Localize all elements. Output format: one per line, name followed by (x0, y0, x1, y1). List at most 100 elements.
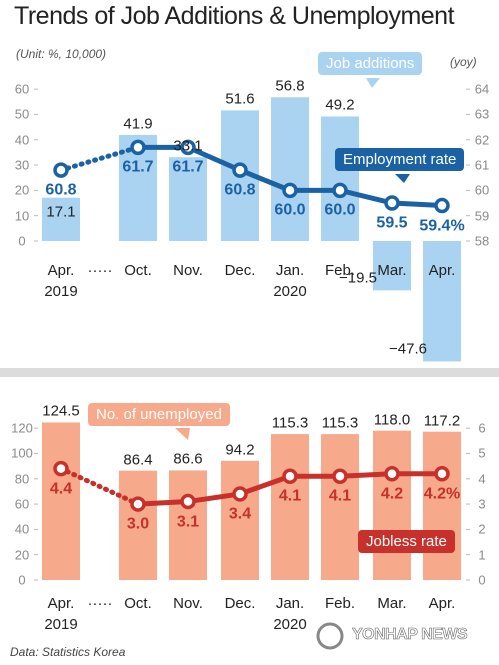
x-tick-label: Apr. (428, 595, 456, 612)
value-label: 4.1 (328, 487, 352, 505)
value-label: −47.6 (389, 340, 427, 358)
y-tick-label: 60 (14, 81, 30, 97)
value-label: 51.6 (225, 90, 255, 108)
point (180, 493, 196, 510)
bar (423, 240, 461, 362)
point (384, 465, 400, 482)
value-label: 49.2 (325, 96, 355, 114)
bar (221, 460, 259, 580)
y2-tick-label: 0 (478, 572, 486, 588)
bar (321, 116, 359, 241)
value-label: 59.4% (419, 217, 465, 235)
value-label: 117.2 (423, 412, 461, 430)
y-tick-label: 60 (14, 496, 30, 512)
bar (373, 240, 411, 291)
y-tick-label: 10 (14, 208, 30, 224)
y2-tick-label: 64 (474, 81, 490, 97)
bar (423, 431, 461, 580)
y-tick-label: 20 (14, 182, 30, 198)
point (384, 195, 400, 211)
point (434, 197, 450, 214)
point (53, 162, 69, 178)
bar (321, 434, 359, 580)
y2-tick-label: 5 (478, 445, 486, 461)
x-tick-label: Nov. (173, 595, 203, 612)
x-tick-label: Oct. (124, 595, 152, 612)
point (130, 496, 146, 512)
x-tick-label: Feb. (324, 262, 356, 279)
bar (373, 430, 411, 580)
y-tick-label: 0 (18, 233, 26, 249)
y2-tick-label: 61 (474, 157, 490, 173)
value-label: 60.8 (45, 181, 77, 199)
legend-entry: Jobless rate (358, 530, 455, 553)
point (332, 468, 348, 484)
legend-entry: Job additions (318, 52, 423, 75)
y-tick-label: 0 (18, 572, 26, 588)
value-label: 3.1 (176, 513, 200, 531)
bar (271, 434, 309, 580)
x-tick-label: Apr. 2019 (44, 262, 78, 300)
bar (119, 470, 157, 580)
x-tick-label: ····· (87, 595, 113, 612)
x-tick-label: Dec. (224, 595, 256, 612)
y2-tick-label: 62 (474, 132, 490, 148)
value-label: 86.6 (173, 450, 203, 468)
y-tick-label: 100 (11, 445, 33, 461)
point (53, 460, 69, 477)
x-tick-label: Apr. 2019 (44, 595, 78, 633)
y-tick-label: 30 (14, 157, 30, 173)
y2-tick-label: 4 (478, 471, 486, 487)
y2-tick-label: 59 (474, 208, 490, 224)
point (130, 139, 146, 156)
value-label: 60.8 (224, 181, 256, 199)
bar (42, 197, 80, 241)
callout-pointer (366, 78, 380, 88)
value-label: 124.5 (42, 402, 80, 420)
value-label: 4.1 (278, 487, 302, 505)
point (332, 182, 348, 199)
value-label: −19.5 (339, 269, 377, 287)
y-tick-label: 40 (14, 521, 30, 537)
y2-tick-label: 63 (474, 106, 490, 122)
value-label: 41.9 (123, 115, 153, 133)
value-label: 118.0 (373, 411, 411, 429)
legend-entry: Employment rate (335, 148, 465, 171)
value-label: 86.4 (123, 451, 153, 469)
x-tick-label: Feb. (324, 595, 356, 612)
watermark: YONHAP NEWS (352, 626, 468, 644)
value-label: 4.2% (423, 485, 461, 503)
point (180, 139, 196, 156)
logo-mark (316, 622, 344, 650)
bar (169, 157, 207, 241)
value-label: 4.4 (49, 480, 73, 498)
y-tick-label: 40 (14, 132, 30, 148)
gap-connector (58, 466, 141, 507)
y-tick-label: 50 (14, 106, 30, 122)
value-label: 33.1 (173, 137, 203, 155)
value-label: 61.7 (122, 158, 154, 176)
value-label: 61.7 (172, 158, 204, 176)
point (282, 182, 298, 199)
y2-tick-label: 6 (478, 420, 486, 436)
legend-entry: No. of unemployed (88, 403, 230, 426)
callout-pointer (175, 428, 190, 440)
bar (169, 470, 207, 580)
value-label: 115.3 (271, 414, 309, 432)
point (434, 465, 450, 482)
y-tick-label: 20 (14, 547, 30, 563)
y2-tick-label: 58 (474, 233, 490, 249)
x-tick-label: Oct. (124, 262, 152, 279)
value-label: 56.8 (275, 77, 305, 95)
value-label: 60.0 (274, 201, 306, 219)
y2-tick-label: 60 (474, 182, 490, 198)
x-tick-label: Apr. (428, 262, 456, 279)
x-tick-label: Jan. 2020 (273, 262, 307, 300)
y2-tick-label: 1 (478, 547, 486, 563)
value-label: 94.2 (225, 441, 255, 459)
y-tick-label: 120 (11, 420, 33, 436)
value-label: 60.0 (324, 201, 356, 219)
unit-note: (Unit: %, 10,000) (16, 47, 107, 61)
x-tick-label: Nov. (173, 262, 203, 279)
